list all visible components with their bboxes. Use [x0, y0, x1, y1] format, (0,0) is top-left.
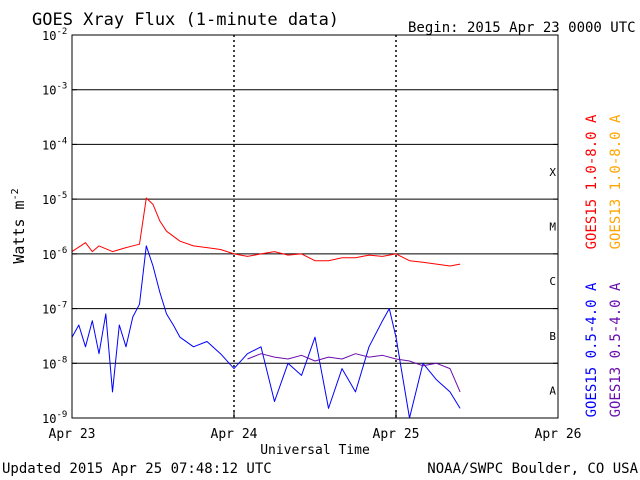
y-tick-label: 10-9	[42, 410, 67, 426]
y-tick-label: 10-5	[42, 191, 67, 207]
series-line-0	[71, 197, 461, 267]
legend: GOES15 1.0-8.0 A GOES13 1.0-8.0 A GOES15 0…	[584, 114, 624, 417]
begin-time: Begin: 2015 Apr 23 0000 UTC	[408, 20, 636, 36]
legend-entry: GOES13 0.5-4.0 A	[608, 282, 624, 417]
series-line-1	[71, 245, 461, 419]
x-tick-label: Apr 24	[211, 427, 258, 442]
series-layer	[71, 197, 461, 419]
chart-title: GOES Xray Flux (1-minute data)	[32, 10, 339, 30]
series-line-2	[247, 353, 461, 393]
credit-text: NOAA/SWPC Boulder, CO USA	[427, 461, 638, 477]
y-tick-labels: 10-2 10-3 10-4 10-5 10-6 10-7 10-8 10-9	[42, 27, 558, 426]
y-tick-label: 10-3	[42, 82, 67, 98]
x-tick-label: Apr 23	[49, 427, 96, 442]
flare-class-label: C	[549, 275, 556, 288]
plot-frame	[71, 34, 559, 419]
legend-entry: GOES15 1.0-8.0 A	[584, 114, 600, 249]
y-tick-label: 10-7	[42, 301, 67, 317]
flare-class-label: M	[549, 221, 556, 234]
flare-class-labels: X M C B A	[549, 166, 556, 398]
y-tick-label: 10-2	[42, 27, 67, 43]
y-tick-label: 10-8	[42, 355, 67, 371]
legend-entry: GOES13 1.0-8.0 A	[608, 114, 624, 249]
x-tick-label: Apr 26	[535, 427, 582, 442]
x-axis-label: Universal Time	[260, 443, 370, 458]
y-tick-label: 10-6	[42, 246, 67, 262]
y-tick-label: 10-4	[42, 136, 67, 152]
flare-class-label: X	[549, 166, 556, 179]
x-tick-label: Apr 25	[373, 427, 420, 442]
updated-timestamp: Updated 2015 Apr 25 07:48:12 UTC	[2, 461, 272, 477]
y-axis-label: Watts m-2	[10, 188, 28, 263]
legend-entry: GOES15 0.5-4.0 A	[584, 282, 600, 417]
x-tick-labels: Apr 23 Apr 24 Apr 25 Apr 26	[49, 412, 582, 442]
grid-layer	[72, 35, 558, 418]
flare-class-label: A	[549, 385, 556, 398]
flare-class-label: B	[549, 330, 556, 343]
